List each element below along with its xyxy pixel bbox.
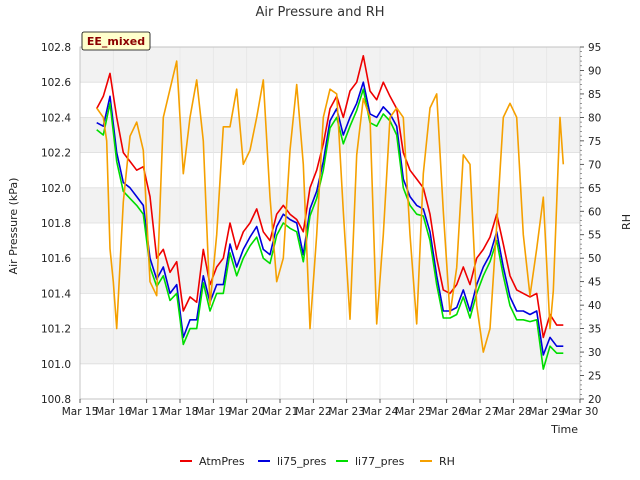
x-tick-label: Mar 21 (262, 406, 299, 418)
series-line-li75-pres (96, 81, 564, 356)
x-tick-label: Mar 16 (95, 406, 132, 418)
x-tick-label: Mar 24 (362, 406, 399, 418)
series-line-atmpres (95, 54, 564, 339)
chart-title: Air Pressure and RH (255, 5, 384, 20)
y2-tick-label: 40 (588, 300, 601, 312)
y2-tick-label: 25 (588, 371, 601, 383)
x-tick-label: Mar 28 (495, 406, 532, 418)
legend-label: RH (439, 455, 455, 468)
axes: 100.8 101.0 101.2 101.4 101.6 101.8 102.0 102.2… (41, 42, 601, 418)
y2-tick-label: 45 (588, 277, 601, 289)
x-tick-label: Mar 18 (162, 406, 199, 418)
y2-tick-label: 70 (588, 159, 601, 171)
y2-tick-label: 75 (588, 136, 601, 148)
y-tick-label: 101.8 (41, 218, 71, 230)
x-tick-label: Mar 15 (62, 406, 99, 418)
y-tick-label: 101.2 (41, 324, 71, 336)
y2-tick-label: 95 (588, 42, 601, 54)
y2-tick-label: 85 (588, 89, 601, 101)
y2-tick-label: 30 (588, 347, 601, 359)
y2-tick-label: 90 (588, 65, 601, 77)
y-tick-label: 102.8 (41, 42, 71, 54)
series-layer (95, 54, 565, 370)
y-tick-label: 102.6 (41, 77, 71, 89)
y2-tick-label: 50 (588, 253, 601, 265)
series-line-rh (96, 60, 565, 353)
y-tick-label: 101.4 (41, 288, 71, 300)
legend-label: li75_pres (277, 455, 327, 468)
y-tick-label: 102.0 (41, 183, 71, 195)
x-tick-label: Mar 20 (228, 406, 265, 418)
series-line-li77-pres (96, 88, 564, 370)
x-tick-label: Mar 25 (395, 406, 432, 418)
y2-tick-label: 20 (588, 394, 601, 406)
background-band (80, 187, 580, 223)
y-axis-label: Air Pressure (kPa) (7, 178, 20, 275)
legend: AtmPres li75_pres li77_pres RH (180, 455, 455, 468)
x-tick-label: Mar 19 (195, 406, 232, 418)
x-tick-label: Mar 22 (295, 406, 332, 418)
x-tick-label: Mar 17 (128, 406, 165, 418)
x-tick-label: Mar 23 (328, 406, 365, 418)
y2-tick-label: 80 (588, 112, 601, 124)
y2-axis-label: RH (620, 214, 633, 230)
x-tick-label: Mar 27 (462, 406, 499, 418)
y2-tick-label: 55 (588, 230, 601, 242)
background-band (80, 47, 580, 83)
x-tick-label: Mar 29 (528, 406, 565, 418)
site-badge: EE_mixed (81, 31, 151, 51)
site-badge-box (81, 31, 151, 51)
x-tick-label: Mar 26 (428, 406, 465, 418)
y-tick-label: 101.6 (41, 253, 71, 265)
x-tick-label: Mar 30 (562, 406, 599, 418)
site-badge-label: EE_mixed (87, 35, 145, 48)
background-band (80, 328, 580, 364)
plot-frame (79, 46, 581, 400)
y-tick-label: 100.8 (41, 394, 71, 406)
y2-tick-label: 65 (588, 183, 601, 195)
y2-tick-label: 35 (588, 324, 601, 336)
x-axis-label: Time (550, 423, 578, 436)
y-tick-label: 101.0 (41, 359, 71, 371)
y-tick-label: 102.4 (41, 112, 71, 124)
y2-tick-label: 60 (588, 206, 601, 218)
legend-label: AtmPres (199, 455, 245, 468)
y-tick-label: 102.2 (41, 148, 71, 160)
legend-label: li77_pres (355, 455, 405, 468)
